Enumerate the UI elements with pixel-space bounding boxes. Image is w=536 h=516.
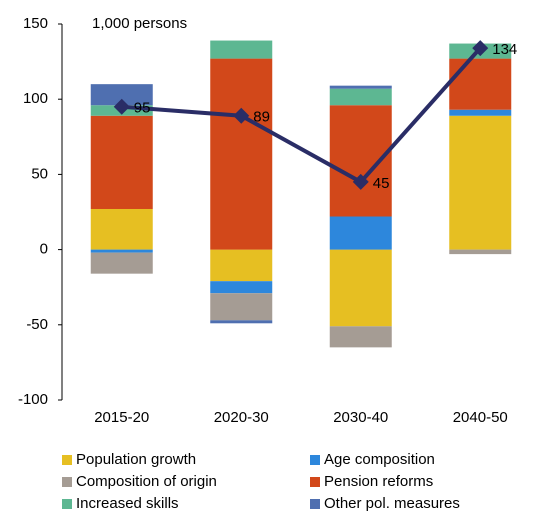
x-tick-label: 2015-20 bbox=[94, 409, 149, 426]
legend-label: Age composition bbox=[324, 451, 435, 468]
bar-segment bbox=[449, 249, 512, 255]
bar-segment bbox=[210, 58, 273, 250]
bar-segment bbox=[90, 249, 153, 253]
y-tick-label: 50 bbox=[31, 165, 48, 182]
bar-segment bbox=[329, 105, 392, 217]
line-marker bbox=[233, 107, 250, 124]
legend-label: Other pol. measures bbox=[324, 495, 460, 512]
bar-segment bbox=[210, 320, 273, 324]
data-label: 89 bbox=[253, 109, 270, 126]
data-label: 95 bbox=[134, 100, 151, 117]
line-marker bbox=[472, 40, 489, 57]
bar-segment bbox=[449, 115, 512, 250]
line-marker bbox=[113, 98, 130, 115]
bar-segment bbox=[329, 326, 392, 348]
bar-segment bbox=[210, 40, 273, 59]
legend-swatch bbox=[310, 499, 320, 509]
total-line bbox=[121, 46, 482, 185]
legend-swatch bbox=[62, 477, 72, 487]
legend-label: Composition of origin bbox=[76, 473, 217, 490]
bar-segment bbox=[90, 208, 153, 250]
y-axis-label: 1,000 persons bbox=[92, 15, 187, 32]
data-label: 134 bbox=[492, 41, 517, 58]
legend-label: Population growth bbox=[76, 451, 196, 468]
bar-segment bbox=[210, 249, 273, 282]
bar-segment bbox=[329, 216, 392, 250]
x-tick-label: 2040-50 bbox=[453, 409, 508, 426]
y-tick-label: 150 bbox=[23, 15, 48, 32]
legend-swatch bbox=[310, 455, 320, 465]
x-tick-label: 2020-30 bbox=[214, 409, 269, 426]
line-marker bbox=[352, 173, 369, 190]
bar-segment bbox=[329, 249, 392, 327]
legend-swatch bbox=[62, 455, 72, 465]
bar-segment bbox=[329, 85, 392, 89]
bar-segment bbox=[210, 293, 273, 321]
y-tick-label: 100 bbox=[23, 90, 48, 107]
bar-segment bbox=[210, 281, 273, 294]
bar-segment bbox=[449, 109, 512, 116]
legend-label: Increased skills bbox=[76, 495, 179, 512]
data-label: 45 bbox=[373, 175, 390, 192]
y-tick-label: 0 bbox=[40, 241, 48, 258]
y-tick-label: -100 bbox=[18, 391, 48, 408]
bar-segment bbox=[90, 252, 153, 274]
y-tick-label: -50 bbox=[26, 316, 48, 333]
legend-label: Pension reforms bbox=[324, 473, 433, 490]
bar-segment bbox=[329, 88, 392, 106]
bar-segment bbox=[90, 115, 153, 209]
x-tick-label: 2030-40 bbox=[333, 409, 388, 426]
bar-segment bbox=[90, 84, 153, 106]
legend-swatch bbox=[310, 477, 320, 487]
bar-segment bbox=[449, 58, 512, 110]
legend-swatch bbox=[62, 499, 72, 509]
